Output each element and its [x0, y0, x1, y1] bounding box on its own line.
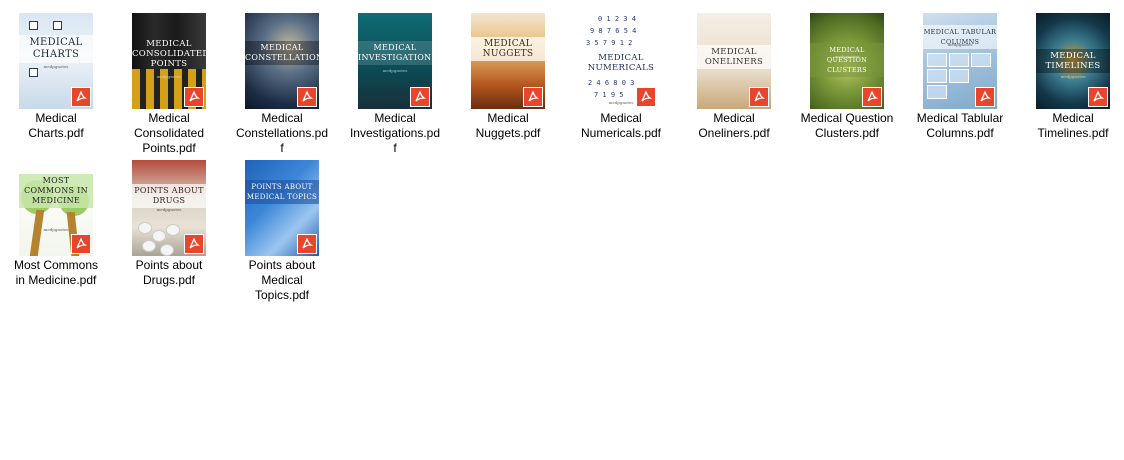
pdf-thumbnail[interactable]: MEDICAL QUESTION CLUSTERS medpgnotes	[810, 13, 884, 109]
cover-brand: medpgnotes	[382, 68, 408, 73]
cover-title: MEDICAL CONSTELLATIONS	[245, 41, 319, 65]
numbers-decoration: 7 1 9 5	[594, 91, 624, 99]
table-grid-decoration	[927, 53, 947, 67]
file-name: Medical Investigations.pd f	[349, 111, 441, 155]
pdf-thumbnail[interactable]: MOST COMMONS IN MEDICINE medpgnotes	[19, 160, 93, 256]
file-item[interactable]: POINTS ABOUT MEDICAL TOPICS Points about…	[227, 147, 337, 303]
cover-title: MEDICAL TABULAR COLUMNS	[923, 25, 997, 49]
file-item[interactable]: MEDICAL CONSTELLATIONS MedicalConstellat…	[227, 0, 337, 156]
pdf-thumbnail[interactable]: POINTS ABOUT DRUGS medpgnotes	[132, 160, 206, 256]
flowchart-node-icon	[29, 21, 38, 30]
cover-title: MEDICAL CONSOLIDATED POINTS	[132, 39, 206, 69]
acrobat-pdf-icon	[297, 234, 317, 254]
file-name: Medical Constellations.pd f	[235, 111, 329, 155]
cover-brand: medpgnotes	[947, 42, 973, 47]
tree-trunk-decoration	[29, 210, 45, 256]
pdf-thumbnail[interactable]: MEDICAL ONELINERS	[697, 13, 771, 109]
pdf-thumbnail[interactable]: MEDICAL CHARTS medpgnotes	[19, 13, 93, 109]
table-grid-decoration	[927, 69, 947, 83]
numbers-decoration: 9 8 7 6 5 4	[590, 27, 637, 35]
cover-title: MEDICAL CHARTS	[19, 35, 93, 63]
file-name: Medical Charts.pdf	[28, 111, 84, 140]
acrobat-pdf-icon	[410, 87, 430, 107]
table-grid-decoration	[971, 53, 991, 67]
acrobat-pdf-icon	[975, 87, 995, 107]
table-grid-decoration	[927, 85, 947, 99]
cover-title: MOST COMMONS IN MEDICINE	[19, 174, 93, 208]
pill-decoration	[166, 224, 180, 236]
acrobat-pdf-icon	[1088, 87, 1108, 107]
pdf-thumbnail[interactable]: MEDICAL NUGGETS	[471, 13, 545, 109]
file-item[interactable]: MEDICAL CONSOLIDATED POINTS medpgnotes M…	[114, 0, 224, 156]
cover-brand: medpgnotes	[608, 100, 634, 105]
pdf-thumbnail[interactable]: 0 1 2 3 4 9 8 7 6 5 4 3 5 7 9 1 2 2 4 6 …	[584, 13, 658, 109]
file-name: Medical Numericals.pdf	[580, 111, 662, 140]
cover-brand: medpgnotes	[156, 74, 182, 79]
acrobat-pdf-icon	[297, 87, 317, 107]
numbers-decoration: 0 1 2 3 4	[598, 15, 636, 23]
pdf-thumbnail[interactable]: MEDICAL CONSOLIDATED POINTS medpgnotes	[132, 13, 206, 109]
pill-decoration	[160, 244, 174, 256]
acrobat-pdf-icon	[862, 87, 882, 107]
file-name: Medical Timelines.pdf	[1037, 111, 1109, 140]
file-item[interactable]: MEDICAL INVESTIGATIONS medpgnotes Medica…	[340, 0, 450, 156]
acrobat-pdf-icon	[184, 87, 204, 107]
cover-brand: medpgnotes	[43, 227, 69, 232]
pdf-thumbnail[interactable]: MEDICAL TIMELINES medpgnotes	[1036, 13, 1110, 109]
file-name: Points about Drugs.pdf	[135, 258, 203, 287]
file-item[interactable]: MEDICAL TIMELINES medpgnotes Medical Time…	[1018, 0, 1124, 141]
file-name: Medical Oneliners.pdf	[698, 111, 770, 140]
pdf-thumbnail[interactable]: POINTS ABOUT MEDICAL TOPICS	[245, 160, 319, 256]
file-item[interactable]: MEDICAL QUESTION CLUSTERS medpgnotes Med…	[792, 0, 902, 141]
cover-title: POINTS ABOUT MEDICAL TOPICS	[245, 180, 319, 204]
acrobat-pdf-icon	[749, 87, 769, 107]
file-item[interactable]: MOST COMMONS IN MEDICINE medpgnotes Most…	[1, 147, 111, 288]
pdf-thumbnail[interactable]: MEDICAL TABULAR COLUMNS medpgnotes	[923, 13, 997, 109]
cover-brand: medpgnotes	[43, 64, 69, 69]
acrobat-pdf-icon	[184, 234, 204, 254]
cover-brand: medpgnotes	[834, 54, 860, 59]
pdf-thumbnail[interactable]: MEDICAL CONSTELLATIONS	[245, 13, 319, 109]
file-item[interactable]: MEDICAL TABULAR COLUMNS medpgnotes Medic…	[905, 0, 1015, 141]
file-item[interactable]: MEDICAL NUGGETS Medical Nuggets.pdf	[453, 0, 563, 141]
pdf-thumbnail[interactable]: MEDICAL INVESTIGATIONS medpgnotes	[358, 13, 432, 109]
file-item[interactable]: 0 1 2 3 4 9 8 7 6 5 4 3 5 7 9 1 2 2 4 6 …	[566, 0, 676, 141]
acrobat-pdf-icon	[636, 87, 656, 107]
table-grid-decoration	[949, 69, 969, 83]
file-name: Most Commons in Medicine.pdf	[13, 258, 99, 287]
numbers-decoration: 2 4 6 8 0 3	[588, 79, 635, 87]
file-name: Medical Consolidated Points.pdf	[133, 111, 205, 155]
cover-title: MEDICAL TIMELINES	[1036, 49, 1110, 73]
numbers-decoration: 3 5 7 9 1 2	[586, 39, 633, 47]
cover-title: MEDICAL NUGGETS	[471, 37, 545, 61]
file-item[interactable]: MEDICAL ONELINERS Medical Oneliners.pdf	[679, 0, 789, 141]
acrobat-pdf-icon	[71, 87, 91, 107]
flowchart-node-icon	[29, 68, 38, 77]
pill-decoration	[138, 222, 152, 234]
file-name: Medical Tablular Columns.pdf	[916, 111, 1004, 140]
acrobat-pdf-icon	[71, 234, 91, 254]
pill-decoration	[152, 230, 166, 242]
file-name: Medical Question Clusters.pdf	[800, 111, 894, 140]
acrobat-pdf-icon	[523, 87, 543, 107]
cover-title: MEDICAL NUMERICALS	[584, 51, 658, 75]
file-name: Medical Nuggets.pdf	[475, 111, 541, 140]
flowchart-node-icon	[53, 21, 62, 30]
file-name: Points about Medical Topics.pdf	[248, 258, 316, 302]
cover-title: MEDICAL INVESTIGATIONS	[358, 41, 432, 65]
table-grid-decoration	[949, 53, 969, 67]
file-item[interactable]: MEDICAL CHARTS medpgnotes Medical Charts.…	[1, 0, 111, 141]
pill-decoration	[142, 240, 156, 252]
file-item[interactable]: POINTS ABOUT DRUGS medpgnotes Points abo…	[114, 147, 224, 288]
cover-brand: medpgnotes	[1060, 74, 1086, 79]
cover-brand: medpgnotes	[156, 207, 182, 212]
cover-title: MEDICAL QUESTION CLUSTERS	[810, 43, 884, 77]
cover-title: POINTS ABOUT DRUGS	[132, 184, 206, 208]
cover-title: MEDICAL ONELINERS	[697, 45, 771, 69]
